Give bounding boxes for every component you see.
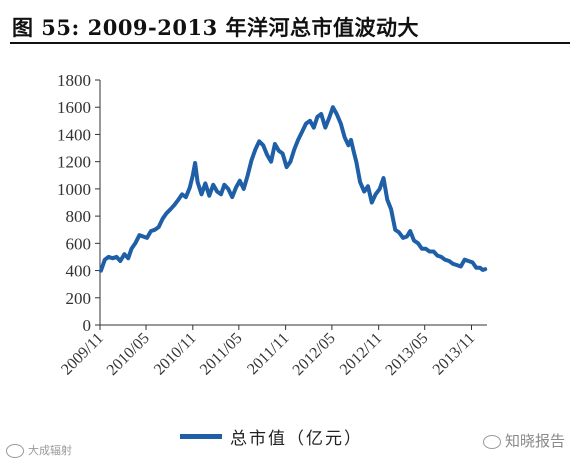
y-axis: 0 200 400 600 800 1000 1200 1400 1600 1800 — [57, 71, 101, 335]
x-tick-label: 2013/05 — [382, 330, 431, 379]
y-tick-label: 1200 — [57, 153, 91, 172]
watermark-left: 大成辐射 — [6, 442, 72, 458]
y-tick-label: 1400 — [57, 125, 91, 144]
x-tick-label: 2009/11 — [58, 330, 107, 379]
figure-header: 图 55: 2009-2013 年洋河总市值波动大 — [10, 10, 570, 44]
x-tick-label: 2013/11 — [430, 330, 479, 379]
watermark-left-text: 大成辐射 — [28, 444, 72, 457]
x-axis: 2009/112010/052010/112011/052011/112012/… — [58, 324, 487, 379]
plot-area — [99, 105, 488, 273]
legend-swatch — [180, 433, 222, 439]
x-tick-label: 2011/11 — [244, 330, 292, 378]
y-tick-label: 1000 — [57, 180, 91, 199]
watermark-logo-icon — [6, 444, 24, 458]
y-tick-label: 0 — [83, 316, 92, 335]
y-tick-label: 400 — [66, 262, 92, 281]
x-tick-label: 2010/11 — [151, 330, 200, 379]
y-tick-label: 800 — [66, 207, 92, 226]
watermark-right: 知晓报告 — [483, 430, 565, 451]
legend: 总市值（亿元） — [180, 424, 363, 449]
y-tick-label: 600 — [66, 234, 92, 253]
x-tick-label: 2012/05 — [290, 330, 339, 379]
series-line — [99, 105, 488, 273]
wechat-icon — [483, 434, 501, 449]
y-tick-label: 1800 — [57, 71, 91, 90]
figure-title: 图 55: 2009-2013 年洋河总市值波动大 — [12, 15, 420, 40]
x-tick-label: 2012/11 — [337, 330, 386, 379]
y-tick-label: 200 — [66, 289, 92, 308]
watermark-right-text: 知晓报告 — [505, 432, 566, 450]
y-tick-label: 1600 — [57, 98, 91, 117]
legend-label: 总市值（亿元） — [230, 428, 363, 449]
x-tick-label: 2010/05 — [104, 330, 153, 379]
x-tick-label: 2011/05 — [197, 330, 246, 379]
